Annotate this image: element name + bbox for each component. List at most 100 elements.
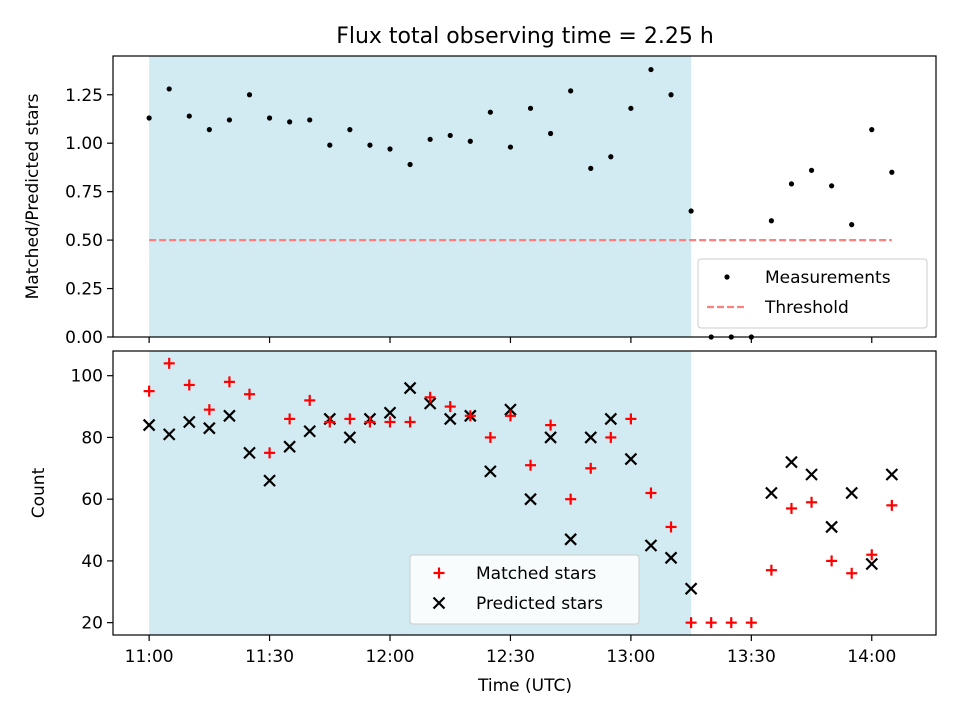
- matched-point: [444, 401, 456, 413]
- predicted-point: [303, 424, 316, 438]
- measurement-point: [186, 113, 192, 119]
- matched-point: [625, 413, 637, 425]
- matched-point: [846, 567, 858, 579]
- predicted-point: [544, 431, 557, 444]
- matched-point: [685, 617, 697, 629]
- predicted-point: [484, 465, 497, 478]
- predicted-point-b: [223, 409, 236, 423]
- matched-point: [223, 376, 235, 388]
- predicted-point-b: [624, 452, 638, 466]
- legend-matched-label: Matched stars: [476, 564, 596, 584]
- legend-predicted-marker: [432, 596, 446, 610]
- predicted-point-b: [263, 474, 276, 487]
- matched-point: [605, 431, 617, 443]
- predicted-point: [865, 557, 879, 571]
- predicted-point: [785, 455, 798, 469]
- measurement-point: [768, 218, 775, 224]
- matched-point: [344, 413, 356, 425]
- matched-point: [284, 413, 296, 425]
- matched-point: [464, 410, 476, 422]
- predicted-point-b: [443, 412, 457, 426]
- predicted-point: [423, 397, 437, 410]
- x-tick-label: 12:30: [486, 647, 535, 667]
- predicted-point-b: [604, 412, 618, 426]
- legend-measurements-label: Measurements: [765, 268, 891, 288]
- x-tick-label: 11:30: [245, 647, 294, 667]
- predicted-point: [825, 520, 838, 534]
- matched-point: [866, 549, 878, 561]
- predicted-point-b: [504, 403, 517, 416]
- measurement-point: [407, 161, 413, 168]
- y-tick-label: 100: [71, 367, 103, 387]
- y-tick-label: 80: [81, 428, 103, 448]
- matched-point: [705, 617, 717, 629]
- predicted-point-b: [564, 533, 577, 546]
- matched-point: [404, 416, 416, 428]
- predicted-point-b: [484, 465, 497, 478]
- matched-point: [886, 499, 898, 511]
- predicted-point-b: [845, 486, 858, 500]
- legend-predicted-glyph-b: [432, 596, 446, 610]
- predicted-point-b: [785, 455, 798, 469]
- measurement-point: [668, 92, 674, 98]
- legend-matched-glyph: [433, 567, 445, 579]
- y-tick-label: 0.00: [65, 328, 103, 348]
- matched-point: [525, 459, 537, 471]
- predicted-point: [845, 486, 858, 500]
- matched-point: [484, 431, 496, 443]
- measurement-point: [788, 181, 795, 187]
- y-tick-label: 60: [81, 490, 103, 510]
- measurement-point: [387, 146, 393, 152]
- matched-point: [324, 416, 336, 428]
- top-panel: 0.00 0.25 0.50 0.75 1.00 1.25 Matched/Predict…: [23, 55, 937, 348]
- predicted-point: [223, 409, 236, 423]
- x-tick-label: 13:00: [606, 647, 655, 667]
- measurement-point: [889, 169, 895, 175]
- predicted-point: [564, 533, 577, 546]
- predicted-point-b: [183, 415, 196, 429]
- predicted-point: [283, 440, 296, 453]
- predicted-point-b: [544, 431, 557, 444]
- predicted-point: [504, 403, 517, 416]
- predicted-point: [624, 452, 638, 466]
- matched-point: [826, 555, 838, 567]
- predicted-point: [443, 412, 457, 426]
- predicted-point: [885, 468, 899, 481]
- matched-point: [745, 617, 757, 629]
- chart-title: Flux total observing time = 2.25 h: [336, 24, 714, 49]
- predicted-point-b: [423, 397, 437, 410]
- predicted-point-b: [283, 440, 296, 453]
- predicted-point-b: [142, 418, 156, 432]
- x-tick-label: 11:00: [125, 647, 174, 667]
- y-tick-label: 1.00: [65, 134, 103, 154]
- measurement-point: [206, 127, 212, 133]
- predicted-point-b: [203, 421, 216, 435]
- predicted-point: [403, 381, 417, 395]
- measurement-point: [246, 92, 253, 98]
- y-tick-label: 40: [81, 552, 103, 572]
- matched-point: [243, 388, 255, 400]
- predicted-point: [162, 428, 176, 441]
- measurement-point: [447, 132, 453, 139]
- measurement-point: [869, 127, 875, 133]
- bottom-panel: 20 40 60 80 100 11:00 11:30 12:00 12:30 13:00 13:…: [29, 350, 937, 696]
- top-legend-box: [697, 258, 928, 329]
- predicted-point: [383, 406, 397, 420]
- predicted-point: [805, 468, 818, 481]
- bottom-y-axis-label: Count: [29, 467, 49, 518]
- predicted-point: [263, 474, 276, 487]
- x-tick-label: 12:00: [366, 647, 415, 667]
- predicted-point: [524, 492, 537, 506]
- measurement-point: [327, 142, 333, 148]
- measurement-point: [307, 117, 313, 123]
- predicted-point-b: [403, 381, 417, 395]
- x-tick-label: 13:30: [727, 647, 776, 667]
- matched-point: [384, 416, 396, 428]
- bottom-legend-box: [409, 554, 640, 625]
- matched-point: [203, 404, 215, 416]
- observing-span: [149, 56, 692, 337]
- measurement-point: [527, 105, 534, 111]
- top-y-axis-label: Matched/Predicted stars: [23, 93, 43, 299]
- bottom-axes-frame: [112, 350, 937, 636]
